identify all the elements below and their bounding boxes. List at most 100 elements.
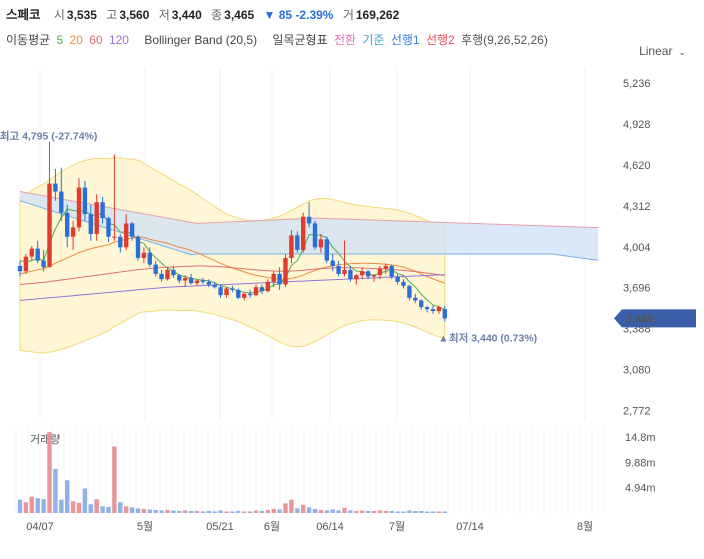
volume-bar xyxy=(82,488,88,513)
candle-body xyxy=(242,293,247,298)
ma20-label[interactable]: 20 xyxy=(69,33,83,47)
candle-body xyxy=(277,273,282,285)
low-value: 3,440 xyxy=(171,8,202,22)
max-price-annotation: ▾ 최고 4,795 (-27.74%) xyxy=(0,130,97,143)
candle-body xyxy=(360,271,365,276)
change-value: ▼ 85 -2.39% xyxy=(263,8,334,22)
volume-bar xyxy=(165,509,170,513)
candle-body xyxy=(17,265,23,272)
span2-label: 선행2 xyxy=(425,33,455,47)
candle-body xyxy=(301,216,306,250)
candle-body xyxy=(419,300,424,308)
candle-body xyxy=(53,183,58,192)
candle-body xyxy=(153,264,158,274)
volume-bar xyxy=(70,501,76,513)
price-tick-label: 4,620 xyxy=(623,160,651,172)
candle-body xyxy=(65,212,70,237)
volume-bar xyxy=(442,511,447,513)
indicator-legend: 이동평균 5 20 60 120 Bollinger Band (20,5) 일… xyxy=(6,31,551,48)
price-tick-label: 3,080 xyxy=(623,365,651,377)
volume-bar xyxy=(259,510,265,513)
candle-body xyxy=(413,297,418,301)
candle-body xyxy=(354,275,359,280)
volume-bar xyxy=(389,510,394,513)
ma60-line xyxy=(19,265,445,285)
candle-body xyxy=(430,309,436,312)
candle-body xyxy=(88,214,93,235)
volume-bar xyxy=(312,508,318,513)
volume-bar xyxy=(277,509,282,513)
volume-bar xyxy=(17,499,23,513)
volume-bar xyxy=(230,511,235,513)
volume-bar xyxy=(318,509,324,513)
volume-bar xyxy=(23,502,29,513)
price-tick-label: 4,312 xyxy=(623,201,651,213)
min-price-annotation: ▴ 최저 3,440 (0.73%) xyxy=(440,332,537,345)
open-value: 3,535 xyxy=(66,8,97,22)
volume-bar xyxy=(436,511,442,513)
x-axis-label: 5월 xyxy=(137,520,153,533)
candle-body xyxy=(424,307,430,310)
price-tick-label: 2,772 xyxy=(623,405,651,417)
ma5-label[interactable]: 5 xyxy=(56,33,64,47)
x-axis-label: 06/14 xyxy=(316,521,344,533)
volume-bar xyxy=(330,509,335,513)
scale-selector[interactable]: Linear ⌄ xyxy=(639,44,686,58)
volume-bar xyxy=(419,510,424,513)
candle-body xyxy=(47,183,52,268)
candle-body xyxy=(188,277,194,284)
volume-bar xyxy=(218,510,223,513)
volume-bar xyxy=(41,499,46,513)
x-axis-label: 6월 xyxy=(264,520,280,533)
volume-bar xyxy=(365,510,371,513)
volume-bar xyxy=(236,510,241,513)
ma120-label[interactable]: 120 xyxy=(108,33,129,47)
volume-bar xyxy=(94,499,99,513)
x-axis-label: 04/07 xyxy=(26,521,54,533)
candle-body xyxy=(112,236,117,238)
volume-bar xyxy=(348,510,353,513)
candle-body xyxy=(94,202,99,235)
ichimoku-label[interactable]: 일목균형표 xyxy=(272,33,328,47)
volume-bar xyxy=(141,508,147,513)
volume-bar xyxy=(242,511,247,513)
candle-body xyxy=(135,236,141,258)
candle-body xyxy=(200,280,206,282)
ma-label[interactable]: 이동평균 xyxy=(6,33,51,47)
candle-body xyxy=(401,281,406,286)
candle-body xyxy=(147,252,152,265)
volume-bar xyxy=(59,499,64,513)
candle-body xyxy=(395,276,400,282)
volume-tick-label: 14.8m xyxy=(625,432,656,444)
leading-span-1-line xyxy=(19,200,599,261)
volume-bar xyxy=(271,508,276,513)
volume-bar xyxy=(47,432,52,513)
candle-body xyxy=(206,281,211,285)
candle-body xyxy=(159,273,164,280)
candle-body xyxy=(377,268,383,276)
volume-bar xyxy=(283,503,288,513)
candle-body xyxy=(348,269,353,280)
volume-bar xyxy=(247,511,253,513)
bollinger-label[interactable]: Bollinger Band (20,5) xyxy=(144,33,258,47)
ma60-label[interactable]: 60 xyxy=(89,33,103,47)
candle-body xyxy=(236,289,241,298)
volume-bar xyxy=(395,511,400,513)
candle-body xyxy=(365,271,371,277)
volume-bar xyxy=(65,480,70,513)
volume-label: 거 xyxy=(342,8,354,22)
volume-bar xyxy=(171,510,176,513)
candle-body xyxy=(318,239,324,248)
volume-bar xyxy=(295,508,300,513)
candle-body xyxy=(212,284,217,288)
candle-body xyxy=(29,248,34,257)
x-axis-label: 07/14 xyxy=(456,521,484,533)
low-label: 저 xyxy=(158,8,170,22)
candle-body xyxy=(141,252,147,258)
price-tick-label: 4,928 xyxy=(623,119,651,131)
x-axis-label: 7월 xyxy=(389,520,405,533)
candle-body xyxy=(283,257,288,285)
volume-bar xyxy=(183,510,188,513)
candle-body xyxy=(265,281,270,292)
volume-bar xyxy=(53,468,58,513)
